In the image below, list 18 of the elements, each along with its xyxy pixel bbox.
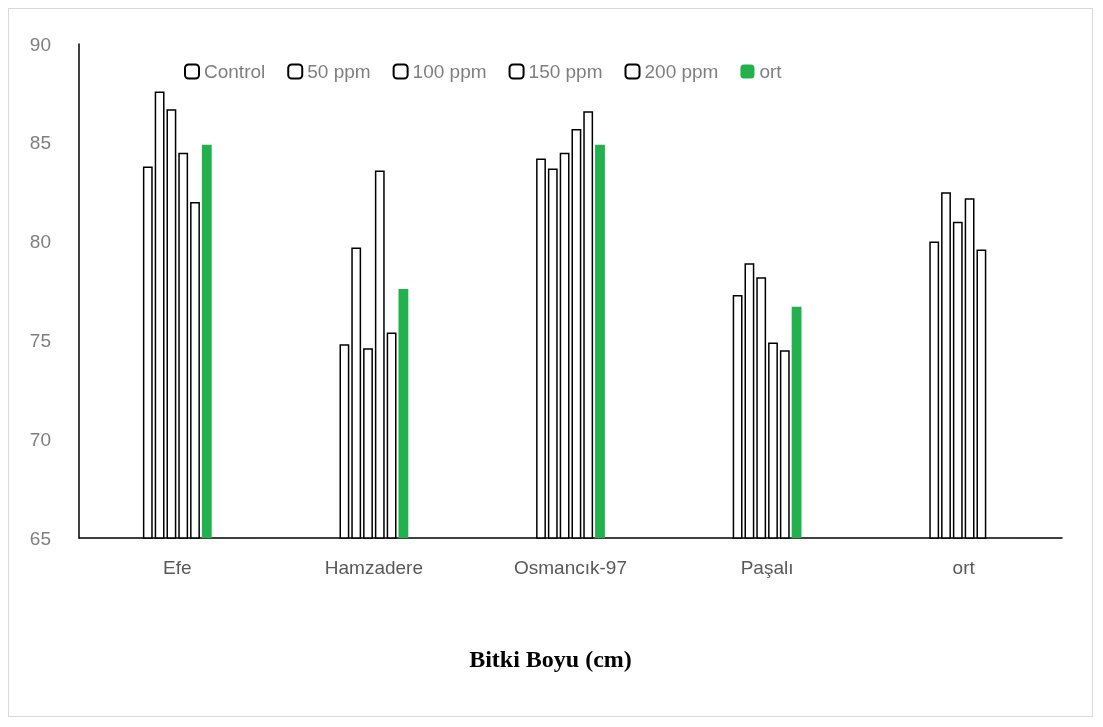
y-tick-label: 70 [29,428,51,450]
x-tick-label: ort [952,557,976,578]
legend-label: 100 ppm [412,61,487,82]
y-tick-label: 75 [29,329,51,351]
text: Bitki Boyu (cm) [469,646,632,672]
legend-label: Control [204,61,266,82]
legend-label: 150 ppm [528,61,603,82]
x-tick-label: Efe [163,557,192,578]
y-tick-label: 90 [29,33,51,55]
x-tick-label: Osmancık-97 [514,557,627,578]
legend-label: ort [759,61,783,82]
y-tick-label: 80 [29,231,51,253]
y-tick-label: 65 [29,527,51,549]
legend-label: 200 ppm [644,61,719,82]
legend-label: 50 ppm [307,61,371,82]
x-tick-label: Hamzadere [324,557,424,578]
y-tick-label: 85 [29,132,51,154]
x-tick-label: Paşalı [740,557,794,578]
